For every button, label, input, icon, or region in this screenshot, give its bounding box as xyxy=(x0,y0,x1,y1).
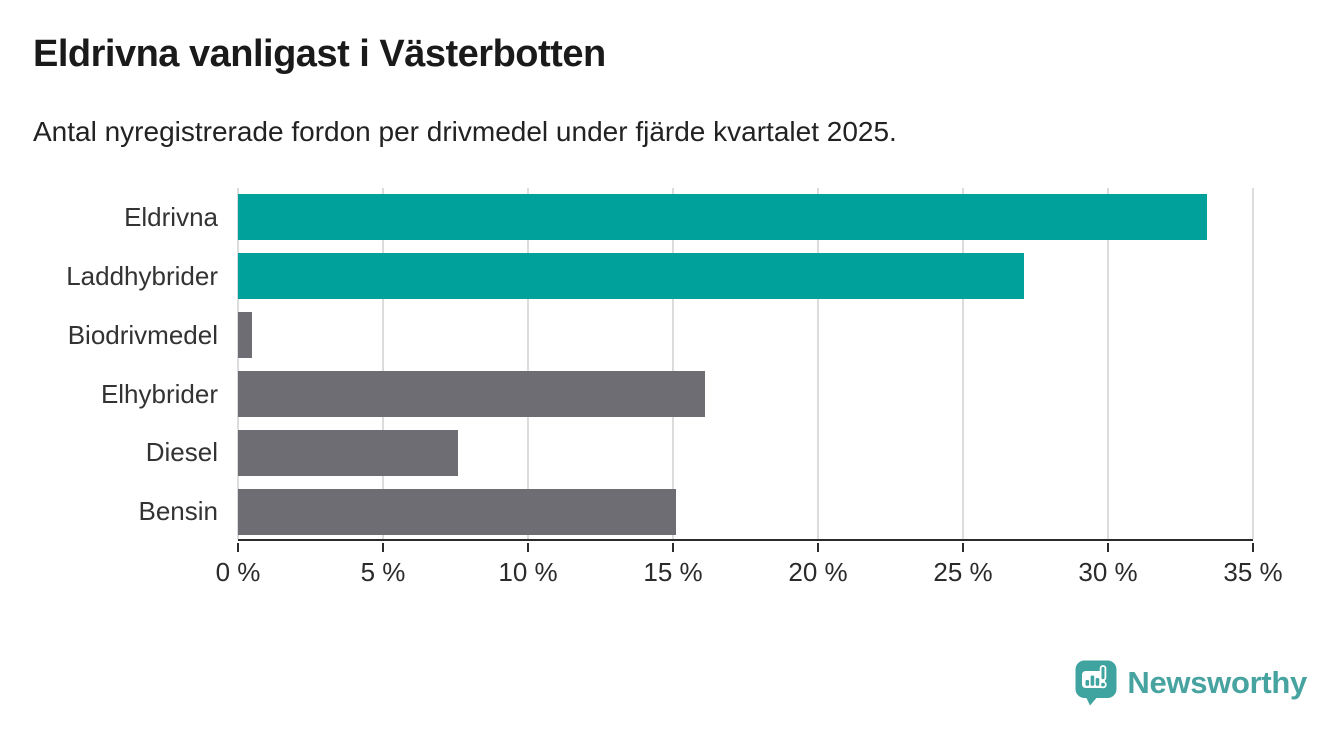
tick-label-0: 0 % xyxy=(215,557,261,587)
bar-eldrivna xyxy=(238,194,1207,241)
gridline-30 xyxy=(1107,188,1109,539)
category-label-biodrivmedel: Biodrivmedel xyxy=(67,319,218,350)
gridline-10 xyxy=(527,188,529,539)
tick-10 xyxy=(527,543,529,552)
newsworthy-logo: Newsworthy xyxy=(1074,659,1307,706)
tick-label-15: 15 % xyxy=(643,557,703,587)
tick-20 xyxy=(817,543,819,552)
tick-25 xyxy=(962,543,964,552)
tick-label-35: 35 % xyxy=(1223,557,1283,587)
gridline-25 xyxy=(962,188,964,539)
category-label-diesel: Diesel xyxy=(145,437,218,468)
gridline-15 xyxy=(672,188,674,539)
category-label-eldrivna: Eldrivna xyxy=(124,202,218,232)
x-axis-ticks xyxy=(237,543,1254,553)
gridline-35 xyxy=(1252,188,1254,539)
tick-label-10: 10 % xyxy=(498,557,558,587)
bar-bensin xyxy=(238,488,676,535)
chart-title: Eldrivna vanligast i Västerbotten xyxy=(33,33,606,75)
bar-diesel xyxy=(238,429,459,476)
chart-subtitle: Antal nyregistrerade fordon per drivmede… xyxy=(33,116,897,147)
bar-elhybrider xyxy=(238,370,705,417)
newsworthy-wordmark: Newsworthy xyxy=(1127,664,1307,700)
category-axis: Eldrivna Laddhybrider Biodrivmedel Elhybrid… xyxy=(0,188,218,541)
category-label-laddhybrider: Laddhybrider xyxy=(66,260,218,291)
category-label-bensin: Bensin xyxy=(138,496,219,527)
gridline-5 xyxy=(382,188,384,539)
tick-30 xyxy=(1107,543,1109,552)
tick-label-30: 30 % xyxy=(1078,557,1138,587)
tick-0 xyxy=(237,543,239,552)
bar-biodrivmedel xyxy=(238,312,253,359)
tick-label-20: 20 % xyxy=(788,557,848,587)
tick-15 xyxy=(672,543,674,552)
gridline-20 xyxy=(817,188,819,539)
tick-label-25: 25 % xyxy=(933,557,993,587)
plot-area xyxy=(237,188,1254,541)
tick-35 xyxy=(1252,543,1254,552)
bar-laddhybrider xyxy=(238,253,1024,300)
newsworthy-icon xyxy=(1075,660,1117,706)
gridline-0 xyxy=(237,188,239,539)
x-axis-labels: 0 % 5 % 10 % 15 % 20 % 25 % 30 % 35 % xyxy=(216,557,1283,589)
tick-label-5: 5 % xyxy=(360,557,406,587)
tick-5 xyxy=(382,543,384,552)
category-label-elhybrider: Elhybrider xyxy=(100,378,218,409)
